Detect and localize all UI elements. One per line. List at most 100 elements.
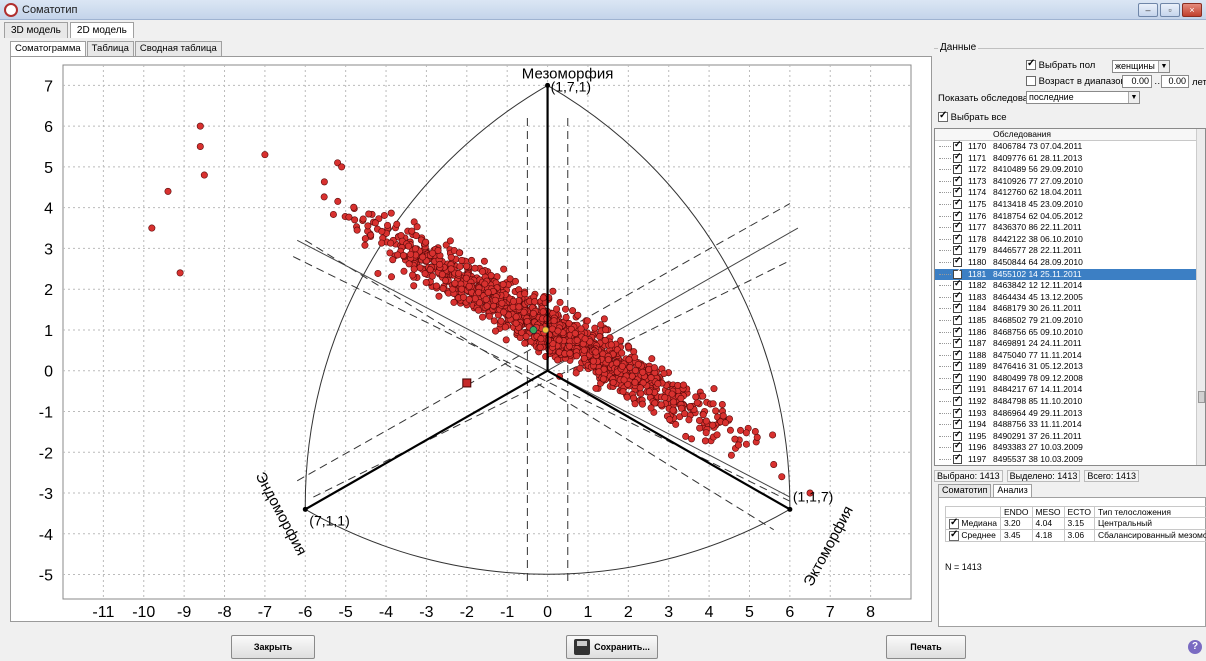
list-item[interactable]: 1187 8469891 24 24.11.2011 xyxy=(935,336,1205,350)
list-item[interactable]: 1170 8406784 73 07.04.2011 xyxy=(935,139,1205,153)
list-item[interactable]: 1172 8410489 56 29.09.2010 xyxy=(935,162,1205,176)
analysis-corner xyxy=(945,506,1001,518)
data-point xyxy=(465,295,473,303)
sex-select[interactable]: женщины ▼ xyxy=(1112,60,1170,73)
list-item[interactable]: 1189 8476416 31 05.12.2013 xyxy=(935,359,1205,373)
exam-list-rows: 1170 8406784 73 07.04.2011 1171 8409776 61 … xyxy=(935,139,1205,465)
data-point xyxy=(405,260,413,268)
data-point xyxy=(554,327,562,335)
data-point xyxy=(531,298,539,306)
data-point xyxy=(581,335,589,343)
data-point xyxy=(654,380,662,388)
data-point xyxy=(719,412,727,420)
list-item[interactable]: 1196 8493383 27 10.03.2009 xyxy=(935,440,1205,454)
tab-table[interactable]: Таблица xyxy=(86,41,134,56)
list-item[interactable]: 1197 8495537 38 10.03.2009 xyxy=(935,452,1205,465)
data-point xyxy=(497,317,505,325)
list-item[interactable]: 1192 8484798 85 11.10.2010 xyxy=(935,394,1205,408)
list-item[interactable]: 1195 8490291 37 26.11.2011 xyxy=(935,429,1205,443)
scroll-thumb[interactable] xyxy=(1198,391,1205,403)
print-button[interactable]: Печать xyxy=(886,635,966,659)
list-item[interactable]: 1182 8463842 12 12.11.2014 xyxy=(935,278,1205,292)
data-point xyxy=(405,242,413,250)
data-point xyxy=(699,392,707,400)
data-point xyxy=(589,357,597,365)
exam-info: 8468502 79 21.09.2010 xyxy=(993,314,1083,325)
list-item[interactable]: 1176 8418754 62 04.05.2012 xyxy=(935,209,1205,223)
exam-id: 1182 xyxy=(968,280,987,291)
help-icon[interactable]: ? xyxy=(1188,640,1202,654)
list-item[interactable]: 1190 8480499 78 09.12.2008 xyxy=(935,371,1205,385)
data-point xyxy=(702,417,710,425)
status-bar: Выбрано: 1413 Выделено: 1413 Всего: 1413 xyxy=(934,470,1139,482)
age-to-field[interactable]: 0.00 xyxy=(1161,75,1189,88)
tree-connector xyxy=(939,215,951,217)
data-point xyxy=(475,306,483,314)
list-item[interactable]: 1175 8413418 45 23.09.2010 xyxy=(935,197,1205,211)
list-item[interactable]: 1177 8436370 86 22.11.2011 xyxy=(935,220,1205,234)
ecto-axis xyxy=(547,369,791,511)
list-item[interactable]: 1193 8486964 49 29.11.2013 xyxy=(935,406,1205,420)
select-all-checkbox[interactable] xyxy=(938,110,948,123)
minimize-button[interactable]: – xyxy=(1138,3,1158,17)
list-item[interactable]: 1185 8468502 79 21.09.2010 xyxy=(935,313,1205,327)
data-point xyxy=(499,280,507,288)
data-point xyxy=(397,232,405,240)
list-item[interactable]: 1194 8488756 33 11.11.2014 xyxy=(935,417,1205,431)
list-item[interactable]: 1180 8450844 64 28.09.2010 xyxy=(935,255,1205,269)
exam-info: 8463842 12 12.11.2014 xyxy=(993,280,1083,291)
close-button-label: Закрыть xyxy=(253,642,293,652)
data-point xyxy=(602,326,610,334)
list-item[interactable]: 1179 8446577 28 22.11.2011 xyxy=(935,243,1205,257)
y-tick-label: 4 xyxy=(44,201,53,218)
data-point xyxy=(648,355,656,363)
list-item[interactable]: 1174 8412760 62 18.04.2011 xyxy=(935,185,1205,199)
list-item[interactable]: 1178 8442122 38 06.10.2010 xyxy=(935,232,1205,246)
select-sex-checkbox[interactable] xyxy=(1026,58,1036,71)
show-exams-select[interactable]: последние ▼ xyxy=(1026,91,1140,104)
list-item[interactable]: 1181 8455102 14 25.11.2011 xyxy=(935,267,1205,281)
tab-3d-model[interactable]: 3D модель xyxy=(4,22,68,38)
data-point xyxy=(657,401,665,409)
list-item[interactable]: 1173 8410926 77 27.09.2010 xyxy=(935,174,1205,188)
tree-connector xyxy=(939,459,951,461)
list-item[interactable]: 1191 8484217 67 14.11.2014 xyxy=(935,382,1205,396)
exam-list-scrollbar[interactable] xyxy=(1196,129,1205,465)
data-point xyxy=(573,336,581,344)
list-item[interactable]: 1186 8468756 65 09.10.2010 xyxy=(935,325,1205,339)
list-item[interactable]: 1184 8468179 30 26.11.2011 xyxy=(935,301,1205,315)
tab-2d-model[interactable]: 2D модель xyxy=(69,22,134,38)
close-window-button[interactable]: × xyxy=(1182,3,1202,17)
tab-analysis[interactable]: Анализ xyxy=(993,484,1032,497)
data-point xyxy=(521,339,529,347)
mean-checkbox[interactable] xyxy=(949,529,959,541)
data-point xyxy=(471,295,479,303)
somatogram-chart[interactable]: -11 -10 -9 -8 -7 -6 -5 -4 -3 -2 -1 0 1 2 3 4 5 6 7 8-5-4-3-… xyxy=(11,57,931,621)
data-point xyxy=(676,413,684,421)
data-point xyxy=(200,171,208,179)
data-point xyxy=(416,264,424,272)
maximize-button[interactable]: ▫ xyxy=(1160,3,1180,17)
tab-somatotype[interactable]: Соматотип xyxy=(938,484,992,497)
age-from-field[interactable]: 0.00 xyxy=(1122,75,1152,88)
data-point xyxy=(399,251,407,259)
exam-info: 8436370 86 22.11.2011 xyxy=(993,222,1082,233)
list-item[interactable]: 1188 8475040 77 11.11.2014 xyxy=(935,348,1205,362)
tab-summary-table[interactable]: Сводная таблица xyxy=(134,41,222,56)
list-item[interactable]: 1183 8464434 45 13.12.2005 xyxy=(935,290,1205,304)
save-button[interactable]: Сохранить... xyxy=(566,635,658,659)
data-point xyxy=(609,378,617,386)
close-button[interactable]: Закрыть xyxy=(231,635,315,659)
data-point xyxy=(574,311,582,319)
data-point xyxy=(536,343,544,351)
median-endo: 3.20 xyxy=(999,517,1033,530)
exam-id: 1170 xyxy=(968,141,987,151)
median-checkbox[interactable] xyxy=(949,517,959,529)
tree-connector xyxy=(939,273,951,275)
tab-somatogram[interactable]: Соматограмма xyxy=(10,41,86,56)
data-point xyxy=(647,404,655,412)
data-point xyxy=(631,400,639,408)
age-range-checkbox[interactable] xyxy=(1026,76,1036,87)
list-item[interactable]: 1171 8409776 61 28.11.2013 xyxy=(935,151,1205,165)
